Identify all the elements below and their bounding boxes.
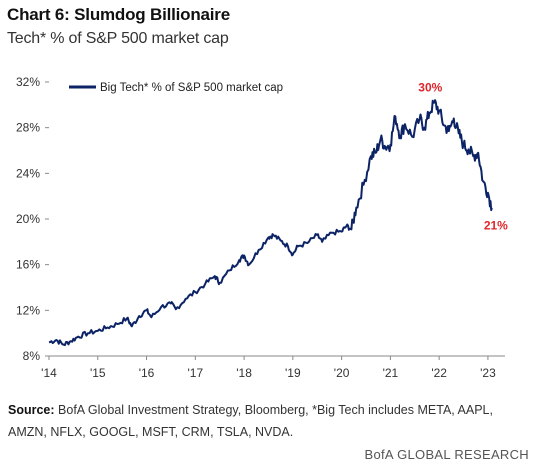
source-text: BofA Global Investment Strategy, Bloombe… [8, 403, 493, 439]
y-tick-label: 12% [16, 303, 40, 317]
y-tick-label: 16% [16, 258, 40, 272]
brand-footer: BofA GLOBAL RESEARCH [364, 447, 529, 462]
y-tick-label: 32% [16, 75, 40, 89]
chart-subtitle: Tech* % of S&P 500 market cap [7, 30, 229, 47]
chart-legend: Big Tech* % of S&P 500 market cap [69, 82, 283, 94]
x-tick-label: '15 [90, 366, 106, 380]
x-tick-label: '20 [334, 366, 350, 380]
chart-title: Chart 6: Slumdog Billionaire [7, 5, 230, 24]
y-tick-label: 28% [16, 121, 40, 135]
line-chart: 8% 12% 16% 20% 24% 28% 32% '14 '15 '16 '17 '18 '19 '2… [16, 75, 508, 380]
x-tick-label: '18 [236, 366, 252, 380]
x-tick-label: '14 [41, 366, 57, 380]
x-tick-label: '16 [139, 366, 155, 380]
chart-axes: 8% 12% 16% 20% 24% 28% 32% '14 '15 '16 '17 '18 '19 '2… [16, 75, 505, 380]
x-tick-label: '22 [431, 366, 447, 380]
y-tick-label: 24% [16, 166, 40, 180]
x-tick-label: '19 [285, 366, 301, 380]
x-tick-label: '17 [187, 366, 203, 380]
source-label: Source: [8, 403, 55, 417]
legend-label: Big Tech* % of S&P 500 market cap [100, 82, 283, 94]
x-tick-label: '21 [383, 366, 399, 380]
annotation-label: 30% [418, 81, 442, 95]
source-note: Source: BofA Global Investment Strategy,… [8, 399, 533, 443]
x-tick-label: '23 [480, 366, 496, 380]
y-tick-label: 20% [16, 212, 40, 226]
annotation-label: 21% [484, 219, 508, 233]
y-tick-label: 8% [23, 349, 41, 363]
series-line-big-tech [48, 99, 493, 347]
chart-series [48, 99, 493, 347]
chart-annotations: 30% 21% [418, 81, 508, 233]
